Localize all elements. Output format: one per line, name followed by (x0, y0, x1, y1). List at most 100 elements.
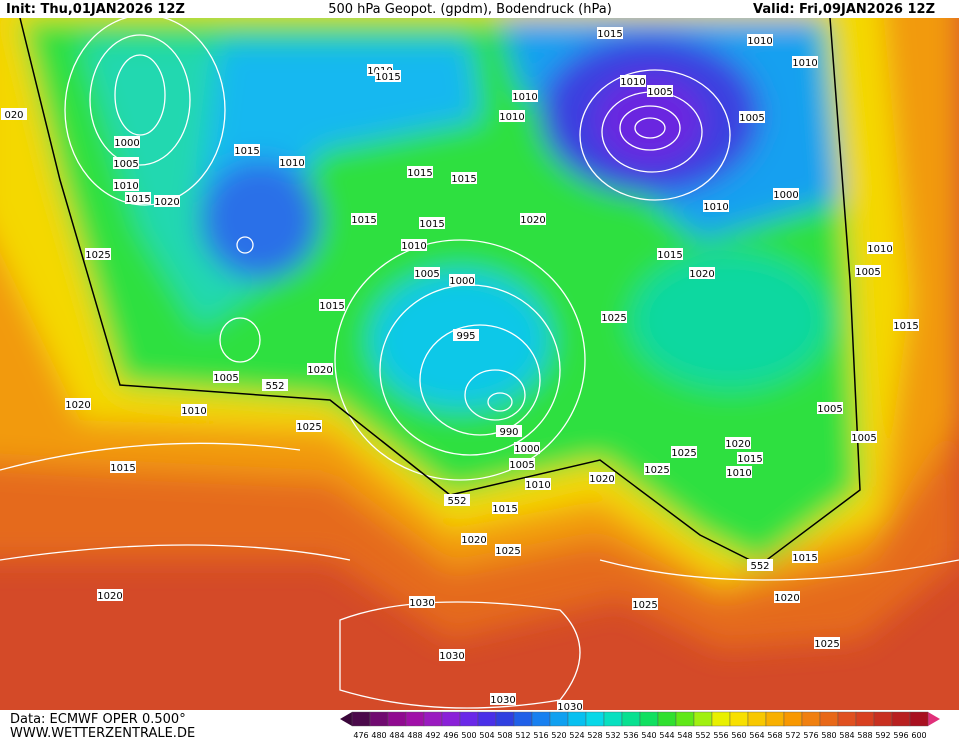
isobar-label-box (444, 494, 470, 506)
colorbar-label: 532 (605, 731, 620, 740)
colorbar-label: 592 (875, 731, 890, 740)
colorbar-label: 492 (425, 731, 440, 740)
isobar-label-text: 1015 (492, 504, 517, 515)
isobar-label-text: 1030 (557, 702, 582, 713)
isobar-label: 1015 (375, 70, 401, 83)
isobar-label: 1020 (65, 398, 91, 411)
isobar-label: 1020 (689, 267, 715, 280)
isobar-label-box (512, 90, 538, 102)
isobar-label-box (414, 267, 440, 279)
colorbar-label: 476 (353, 731, 368, 740)
colorbar-swatch (477, 711, 497, 727)
colorbar-swatch (909, 711, 929, 727)
init-time: Init: Thu,01JAN2026 12Z (6, 2, 185, 17)
isobar-label: 1020 (97, 589, 123, 602)
colorbar-label: 556 (713, 731, 728, 740)
isobar-label-text: 1020 (774, 593, 799, 604)
isobars (0, 18, 959, 709)
isobar-label-text: 1020 (154, 197, 179, 208)
colorbar-label: 552 (695, 731, 710, 740)
map: 1015101010101010101510101005101010101005… (0, 18, 959, 713)
isobar-label: 1015 (351, 213, 377, 226)
isobar-label: 1000 (514, 442, 540, 455)
isobar-label-box (893, 319, 919, 331)
isobar-label-box (725, 437, 751, 449)
isobar-label-text: 1025 (296, 422, 321, 433)
isobar-label-box (351, 213, 377, 225)
isobar-label-text: 552 (750, 561, 769, 572)
isobar-label-text: 1030 (439, 651, 464, 662)
website: WWW.WETTERZENTRALE.DE (10, 726, 195, 741)
colorbar-label: 580 (821, 731, 836, 740)
colorbar-label: 488 (407, 731, 422, 740)
isobar-label-box (496, 425, 522, 437)
colorbar-low-end (340, 712, 352, 726)
colorbar-swatch (675, 711, 695, 727)
isobar-label-box (181, 404, 207, 416)
isobar-label-text: 1005 (739, 113, 764, 124)
isobar-label: 1010 (113, 179, 139, 192)
isobar-label: 552 (444, 494, 470, 507)
isobar-label: 1025 (495, 544, 521, 557)
isobar-label-box (492, 502, 518, 514)
isobar-label-box (319, 299, 345, 311)
isobar-label-text: 020 (4, 110, 23, 121)
colorbar-label: 520 (551, 731, 566, 740)
colorbar-label: 584 (839, 731, 854, 740)
isobar-label: 1015 (657, 248, 683, 261)
isobar-label-box (85, 248, 111, 260)
isobar-label-text: 552 (265, 381, 284, 392)
colorbar-swatch (387, 711, 407, 727)
isobar-label-box (279, 156, 305, 168)
colorbar-high-end (928, 712, 940, 726)
colorbar-swatch (603, 711, 623, 727)
colorbar-label: 496 (443, 731, 458, 740)
isobar-label-box (739, 111, 765, 123)
isobar-label-box (601, 311, 627, 323)
isobar-label-box (851, 431, 877, 443)
isobar-label: 1015 (407, 166, 433, 179)
colorbar-swatch (585, 711, 605, 727)
isobar-label: 1005 (509, 458, 535, 471)
isobar-label-text: 1015 (351, 215, 376, 226)
isobar-label: 1010 (867, 242, 893, 255)
isobar-label-text: 1010 (499, 112, 524, 123)
isobar-label: 1025 (632, 598, 658, 611)
colorbar-label: 480 (371, 731, 386, 740)
isobar-label-box (520, 213, 546, 225)
isobar-label-box (307, 363, 333, 375)
isobar-label-text: 1000 (514, 444, 539, 455)
isobar-label-box (855, 265, 881, 277)
isobar-label-text: 1030 (409, 598, 434, 609)
isobar-label-box (97, 589, 123, 601)
isobar-label-box (792, 551, 818, 563)
colorbar-label: 484 (389, 731, 404, 740)
isobar-label-text: 1020 (589, 474, 614, 485)
isobar-label-text: 1020 (97, 591, 122, 602)
isobar-label-box (296, 420, 322, 432)
isobar-label-box (557, 700, 583, 710)
colorbar-swatch (351, 711, 371, 727)
isobar-label-text: 1005 (855, 267, 880, 278)
colorbar-label: 560 (731, 731, 746, 740)
isobar-label-text: 995 (456, 331, 475, 342)
isobar-label-box (657, 248, 683, 260)
isobar-label: 1015 (110, 461, 136, 474)
colorbar-label: 564 (749, 731, 764, 740)
isobar-label-text: 1005 (414, 269, 439, 280)
isobar-label-box (514, 442, 540, 454)
colorbar-swatch (855, 711, 875, 727)
colorbar-label: 504 (479, 731, 494, 740)
isobar-label-box (409, 596, 435, 608)
isobar-label-box (154, 195, 180, 207)
isobar-label-text: 1015 (792, 553, 817, 564)
colorbar-swatch (891, 711, 911, 727)
isobar-label: 1005 (414, 267, 440, 280)
isobar-label: 1005 (817, 402, 843, 415)
colorbar-swatch (369, 711, 389, 727)
isobar-label-text: 1030 (490, 695, 515, 706)
isobar-label-box (114, 136, 140, 148)
isobar-label-box (490, 693, 516, 705)
isobar-label-box (1, 108, 27, 120)
isobar-label: 1025 (671, 446, 697, 459)
